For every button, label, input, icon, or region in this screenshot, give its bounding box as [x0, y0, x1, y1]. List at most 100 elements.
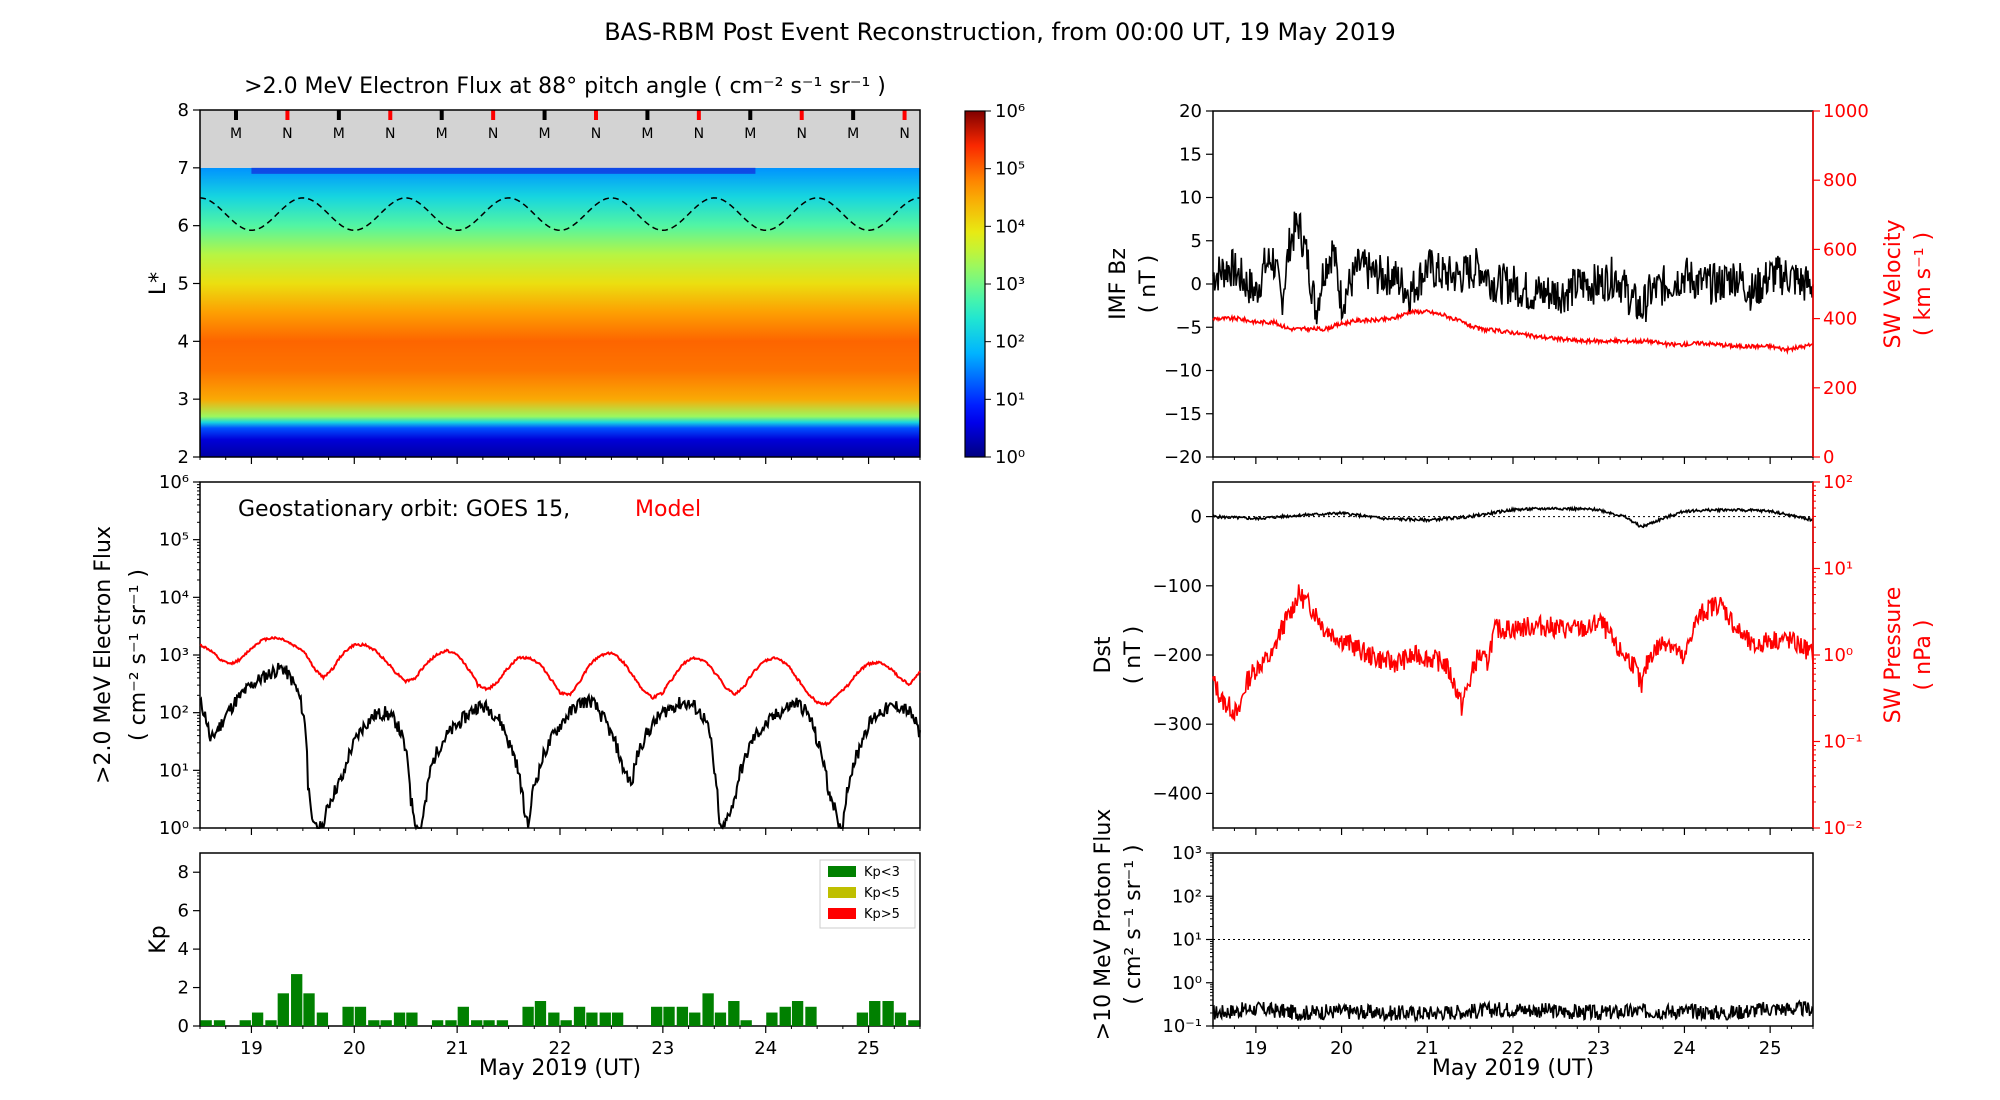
y-tick-label: 8: [178, 862, 189, 883]
y-tick-label: 10⁰: [159, 818, 189, 839]
kp-bar: [573, 1006, 586, 1026]
y-axis-label: Kp: [146, 925, 171, 953]
imf-bz-line: [1212, 211, 1814, 325]
kp-bar: [277, 993, 289, 1026]
y-tick-label: −20: [1164, 447, 1202, 468]
kp-bar: [894, 1012, 907, 1026]
x-tick-label: 23: [651, 1038, 674, 1059]
kp-bar: [251, 1012, 264, 1026]
kp-bar: [431, 1020, 444, 1026]
y2-axis-label: SW Velocity: [1881, 219, 1906, 348]
y2-tick-label: 600: [1823, 239, 1857, 260]
mn-marker-label: N: [282, 126, 292, 142]
x-tick-label: 21: [1416, 1038, 1439, 1059]
kp-legend-swatch: [828, 887, 856, 898]
y2-tick-label: 10²: [1823, 472, 1853, 493]
kp-bar: [766, 1012, 778, 1026]
goes15-flux-line: [199, 662, 921, 831]
x-tick-label: 22: [549, 1038, 572, 1059]
kp-bar: [522, 1006, 534, 1026]
y-tick-label: −100: [1153, 576, 1202, 597]
y-tick-label: 4: [178, 939, 189, 960]
kp-bar: [908, 1020, 920, 1026]
kp-bar: [560, 1020, 572, 1026]
y-tick-label: 5: [178, 274, 189, 295]
x-tick-label: 25: [857, 1038, 880, 1059]
kp-bar: [702, 993, 714, 1026]
y-tick-label: 6: [178, 216, 189, 237]
kp-legend-label: Kp<3: [864, 865, 900, 880]
colorbar: [964, 110, 986, 458]
magnetopause-boundary-line: [199, 197, 921, 232]
kp-bar: [393, 1012, 406, 1026]
sw-velocity-line: [1212, 308, 1814, 355]
kp-bar: [380, 1020, 392, 1026]
y-axis-label-units: ( cm⁻² s⁻¹ sr⁻¹ ): [126, 569, 151, 741]
kp-bar: [368, 1020, 380, 1026]
kp-bar: [740, 1020, 752, 1026]
kp-bar: [882, 1001, 894, 1026]
x-tick-label: 22: [1502, 1038, 1525, 1059]
y-tick-label: 10⁶: [159, 472, 189, 493]
geo-annotation-model: Model: [635, 497, 701, 522]
y-tick-label: 10³: [159, 645, 189, 666]
y-tick-label: 0: [178, 1016, 189, 1037]
y-tick-label: −400: [1153, 783, 1202, 804]
figure-title: BAS-RBM Post Event Reconstruction, from …: [604, 18, 1396, 46]
y-tick-label: 15: [1179, 144, 1202, 165]
kp-legend-swatch: [828, 908, 856, 919]
y-axis-label: >2.0 MeV Electron Flux: [91, 526, 116, 784]
mn-marker-label: N: [899, 126, 909, 142]
dst-frame: [1212, 481, 1814, 829]
kp-bar: [496, 1020, 509, 1026]
x-tick-label: 25: [1759, 1038, 1782, 1059]
kp-bar: [303, 993, 315, 1026]
y-tick-label: 2: [178, 978, 189, 999]
y2-tick-label: 1000: [1823, 101, 1869, 122]
y-tick-label: 10⁴: [159, 587, 189, 608]
colorbar-tick-label: 10²: [995, 332, 1025, 353]
y-tick-label: −300: [1153, 714, 1202, 735]
mn-marker-label: N: [694, 126, 704, 142]
y2-tick-label: 10¹: [1823, 559, 1853, 580]
kp-bar: [406, 1012, 418, 1026]
y-tick-label: 5: [1191, 231, 1202, 252]
heatmap-edge-dropout: [251, 167, 756, 174]
kp-bar: [265, 1020, 277, 1026]
y2-tick-label: 200: [1823, 378, 1857, 399]
x-tick-label: 23: [1587, 1038, 1610, 1059]
kp-bar: [805, 1006, 817, 1026]
y-tick-label: 8: [178, 100, 189, 121]
y2-tick-label: 10⁻²: [1823, 818, 1863, 839]
y-tick-label: 10¹: [1172, 930, 1202, 951]
kp-bar: [239, 1020, 251, 1026]
y2-axis-label: SW Pressure: [1881, 587, 1906, 724]
kp-bar: [483, 1020, 495, 1026]
y-tick-label: −15: [1164, 404, 1202, 425]
kp-bar: [676, 1006, 689, 1026]
mn-marker-label: M: [744, 126, 756, 142]
kp-bar: [728, 1001, 740, 1026]
mn-marker-label: M: [333, 126, 345, 142]
kp-bar: [586, 1012, 598, 1026]
colorbar-tick-label: 10⁰: [995, 447, 1025, 468]
y-axis-label-units: ( nT ): [1121, 626, 1146, 685]
mn-marker-label: M: [539, 126, 551, 142]
x-axis-label: May 2019 (UT): [1432, 1056, 1594, 1081]
sw-pressure-line: [1212, 584, 1814, 722]
x-tick-label: 20: [1330, 1038, 1353, 1059]
mn-marker-label: M: [847, 126, 859, 142]
kp-bar: [534, 1001, 547, 1026]
x-tick-label: 21: [446, 1038, 469, 1059]
heatmap-field: [200, 167, 920, 458]
y-axis-label: Dst: [1091, 636, 1116, 673]
y-axis-label-units: ( cm² s⁻¹ sr⁻¹ ): [1121, 844, 1146, 1004]
kp-bar: [791, 1001, 804, 1026]
y-tick-label: 3: [178, 389, 189, 410]
mn-marker-label: M: [436, 126, 448, 142]
y-tick-label: 10³: [1172, 843, 1202, 864]
y-tick-label: 10¹: [159, 760, 189, 781]
y2-tick-label: 400: [1823, 309, 1857, 330]
x-tick-label: 19: [1244, 1038, 1267, 1059]
y-tick-label: 6: [178, 901, 189, 922]
